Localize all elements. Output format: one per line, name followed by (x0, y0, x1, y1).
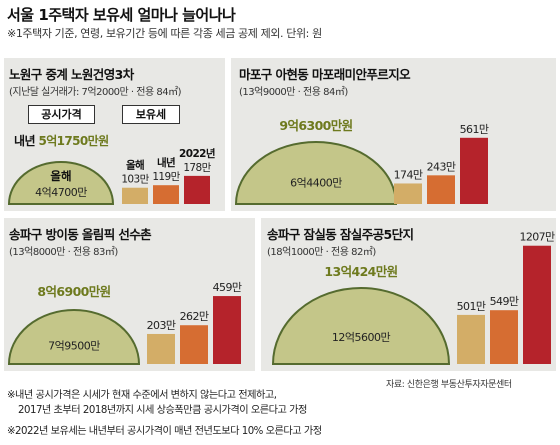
this-year-assessed-value: 7억9500만 (48, 339, 100, 352)
assessed-price-dome (7, 161, 115, 205)
tax-bar (457, 314, 485, 364)
next-year-assessed-label: 8억6900만원 (37, 284, 110, 299)
tax-bar-value: 561만 (460, 123, 489, 136)
this-year-label: 올해 (50, 169, 71, 183)
tax-bar-value: 262만 (180, 310, 209, 323)
page-subtitle: ※1주택자 기준, 연령, 보유기간 등에 따른 각종 세금 공제 제외. 단위… (7, 27, 322, 40)
tax-bar (490, 310, 518, 364)
source-note: 자료: 신한은행 부동산투자자문센터 (386, 380, 512, 390)
tax-bar (427, 175, 455, 204)
tax-bar (184, 175, 210, 204)
assessed-price-dome (271, 287, 451, 365)
legend-assessed-tag: 공시가격 (28, 105, 95, 124)
panel-info: (13억8000만 · 전용 83㎡) (9, 247, 118, 258)
tax-bar (394, 183, 422, 204)
tax-bar-value: 501만 (457, 300, 486, 313)
panel-title: 송파구 잠실동 잠실주공5단지 (267, 227, 414, 242)
panel-nowon: 노원구 중계 노원건영3차 (지난달 실거래가: 7억2000만 · 전용 84… (4, 58, 225, 211)
tax-bar-value: 174만 (394, 168, 423, 181)
next-year-assessed-label: 내년 5억1750만원 (14, 133, 109, 148)
panel-info: (13억9000만 · 전용 84㎡) (239, 87, 348, 98)
tax-bar (180, 325, 208, 364)
tax-bar (460, 137, 488, 204)
tax-bar-value: 459만 (213, 281, 242, 294)
tax-bar-category: 내년 (157, 156, 175, 169)
panel-title: 송파구 방이동 올림픽 선수촌 (9, 227, 152, 242)
tax-bar-value: 1207만 (519, 231, 555, 244)
tax-bar-category: 2022년 (179, 147, 215, 160)
chart-mapo: 9억6300만원 6억4400만 174만 243만 561만 (234, 118, 489, 205)
panel-info: (18억1000만 · 전용 82㎡) (267, 247, 376, 258)
next-year-assessed-label: 9억6300만원 (279, 118, 352, 133)
chart-songpa-olympic: 8억6900만원 7억9500만 203만 262만 459만 (7, 281, 242, 365)
panel-info: (지난달 실거래가: 7억2000만 · 전용 84㎡) (9, 87, 181, 98)
this-year-assessed-value: 12억5600만 (332, 331, 391, 344)
tax-bar-value: 549만 (490, 295, 519, 308)
footnote-3: ※2022년 보유세는 내년부터 공시가격이 매년 전년도보다 10% 오른다고… (7, 426, 322, 437)
tax-bar-value: 178만 (183, 162, 211, 174)
panel-mapo: 마포구 아현동 마포래미안푸르지오 (13억9000만 · 전용 84㎡) 9억… (231, 58, 556, 211)
tax-bar-value: 103만 (121, 174, 149, 186)
tax-bar-value: 119만 (152, 171, 180, 183)
panel-title: 마포구 아현동 마포래미안푸르지오 (239, 67, 411, 82)
footnote-1: ※내년 공시가격은 시세가 현재 수준에서 변하지 않는다고 전제하고, (7, 390, 277, 401)
this-year-assessed-value: 4억4700만 (35, 186, 87, 199)
chart-songpa-jamsil: 13억424만원 12억5600만 501만 549만 1207만 (271, 231, 556, 365)
assessed-price-dome (7, 309, 141, 365)
this-year-assessed-value: 6억4400만 (290, 176, 342, 189)
next-year-assessed-label: 13억424만원 (324, 264, 397, 279)
footnote-2: 2017년 초부터 2018년까지 시세 상승폭만큼 공시가격이 오른다고 가정 (18, 405, 307, 416)
tax-bar-value: 203만 (147, 319, 176, 332)
panel-songpa-jamsil: 송파구 잠실동 잠실주공5단지 (18억1000만 · 전용 82㎡) 13억4… (261, 218, 556, 371)
tax-bar (147, 333, 175, 364)
tax-bar-category: 올해 (126, 159, 144, 172)
page-title: 서울 1주택자 보유세 얼마나 늘어나나 (7, 6, 236, 24)
assessed-price-dome (234, 141, 398, 205)
tax-bar (523, 245, 551, 364)
tax-bar-value: 243만 (427, 160, 456, 173)
legend-tax-tag: 보유세 (122, 105, 180, 124)
panel-title: 노원구 중계 노원건영3차 (9, 67, 134, 82)
tax-bar (122, 187, 148, 204)
tax-bar (213, 296, 241, 364)
panel-songpa-olympic: 송파구 방이동 올림픽 선수촌 (13억8000만 · 전용 83㎡) 8억69… (4, 218, 255, 371)
tax-bar (153, 185, 179, 204)
